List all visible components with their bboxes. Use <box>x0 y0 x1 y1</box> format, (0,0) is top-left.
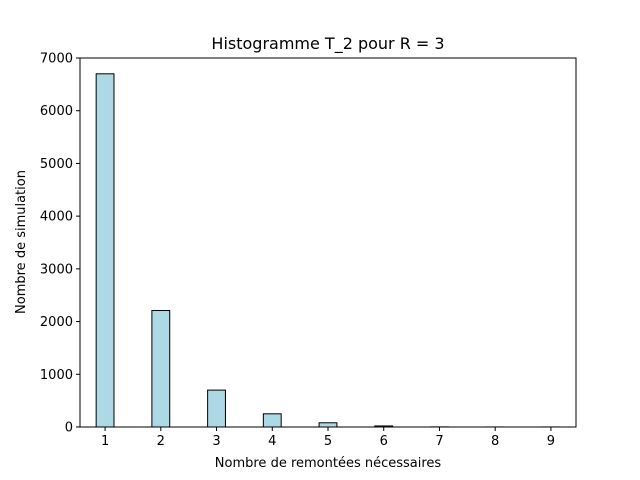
chart-title: Histogramme T_2 pour R = 3 <box>211 34 444 54</box>
x-tick-label: 8 <box>491 434 499 449</box>
x-tick-label: 2 <box>157 434 165 449</box>
y-tick-label: 5000 <box>40 157 73 172</box>
y-tick-label: 7000 <box>40 52 73 67</box>
x-axis-ticks: 1 2 3 4 5 6 7 8 9 <box>101 427 555 449</box>
y-tick-label: 1000 <box>40 368 73 383</box>
y-tick-label: 0 <box>65 421 73 436</box>
histogram-bar-4 <box>262 413 282 428</box>
x-axis-label: Nombre de remontées nécessaires <box>215 456 442 471</box>
x-tick-label: 7 <box>435 434 443 449</box>
y-tick-label: 4000 <box>40 210 73 225</box>
histogram-bar-2 <box>151 310 171 428</box>
x-tick-label: 6 <box>380 434 388 449</box>
y-tick-label: 6000 <box>40 104 73 119</box>
x-tick-label: 9 <box>547 434 555 449</box>
x-tick-label: 3 <box>212 434 220 449</box>
histogram-bar-1 <box>95 73 115 428</box>
y-tick-label: 2000 <box>40 315 73 330</box>
y-tick-label: 3000 <box>40 262 73 277</box>
x-tick-label: 1 <box>101 434 109 449</box>
x-tick-label: 5 <box>324 434 332 449</box>
histogram-bar-5 <box>318 422 338 428</box>
y-axis-label: Nombre de simulation <box>14 170 29 314</box>
histogram-bar-3 <box>207 389 226 428</box>
y-axis-ticks: 0 1000 2000 3000 4000 5000 6000 7000 <box>40 52 80 436</box>
x-tick-label: 4 <box>268 434 276 449</box>
